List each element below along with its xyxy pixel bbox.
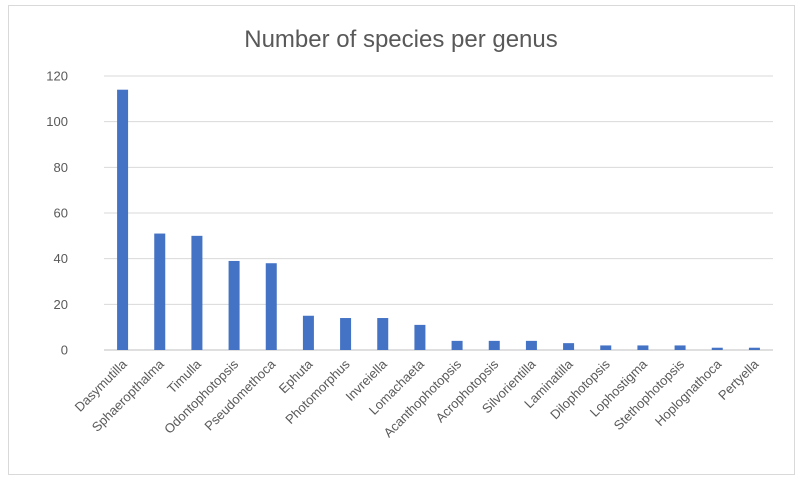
bar-invreiella (377, 318, 389, 350)
bar-lomachaeta (414, 324, 426, 350)
bar-hoplognathoca (711, 347, 723, 350)
y-tick-label: 40 (54, 251, 68, 266)
x-tick-label: Pertyella (715, 356, 762, 403)
bar-acanthophotopsis (451, 340, 463, 350)
y-tick-label: 60 (54, 206, 68, 221)
bar-silvorientilla (525, 340, 537, 350)
bar-laminatilla (563, 343, 575, 350)
bar-stethophotopsis (674, 345, 686, 350)
bar-photomorphus (340, 318, 352, 350)
y-tick-label: 20 (54, 297, 68, 312)
y-tick-label: 120 (46, 69, 68, 84)
bar-ephuta (302, 315, 314, 350)
x-tick-label: Photomorphus (282, 356, 353, 427)
bar-odontophotopsis (228, 260, 240, 350)
x-axis: DasymutillaSphaeropthalmaTimullaOdontoph… (72, 356, 762, 440)
y-tick-label: 0 (61, 343, 68, 358)
bar-acrophotopsis (488, 340, 500, 350)
chart-frame (8, 5, 795, 475)
y-axis: 0 20 40 60 80 100 120 (46, 69, 68, 358)
bar-lophostigma (637, 345, 649, 350)
y-tick-label: 100 (46, 114, 68, 129)
chart-title: Number of species per genus (244, 26, 558, 53)
y-tick-label: 80 (54, 160, 68, 175)
bars (117, 89, 760, 350)
bar-dasymutilla (117, 89, 129, 350)
gridlines (104, 75, 773, 351)
bar-dilophotopsis (600, 345, 612, 350)
bar-sphaeropthalma (154, 233, 166, 350)
bar-timulla (191, 235, 203, 350)
bar-pseudomethoca (265, 263, 277, 350)
bar-pertyella (748, 347, 760, 350)
